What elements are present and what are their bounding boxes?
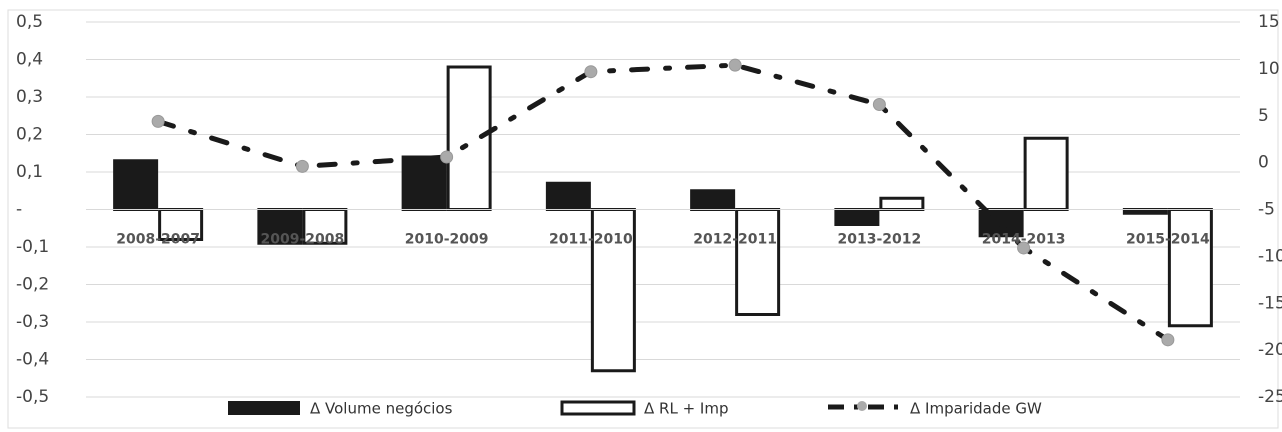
legend: Δ Volume negócios Δ RL + Imp Δ Imparidad… [228,400,1042,418]
y-tick-label: -0,3 [16,312,49,332]
y-tick-label: -0,2 [16,275,49,295]
bar [1167,208,1213,328]
y-tick-label: 0,3 [16,87,43,107]
line-point [728,58,742,72]
grid [86,21,1240,398]
legend-label: Δ Volume negócios [310,400,453,418]
bar [1023,136,1069,211]
y2-tick-label: -25 [1258,387,1282,407]
line-point [1017,241,1031,255]
x-tick-label: 2011-2010 [549,232,633,248]
bar [690,189,736,211]
legend-swatch [560,400,636,416]
y-tick-label: 0,5 [16,12,43,32]
x-tick-label: 2009-2008 [261,232,345,248]
line-point [151,114,165,128]
x-tick-label: 2012-2011 [693,232,777,248]
legend-label: Δ RL + Imp [644,400,728,418]
line [155,62,1171,343]
y-tick-label: 0,2 [16,125,43,145]
bar [545,181,591,211]
y-tick-label: 0,4 [16,50,43,70]
x-tick-label: 2013-2012 [838,232,922,248]
marks [86,58,1240,373]
bar [302,208,348,245]
line-point [295,159,309,173]
y2-tick-label: -5 [1258,200,1275,220]
legend-label: Δ Imparidade GW [910,400,1042,418]
x-tick-label: 2015-2014 [1126,232,1210,248]
y-tick-label: -0,1 [16,237,49,257]
y-tick-label: 0,1 [16,162,43,182]
y-tick-label: - [16,200,22,220]
y2-tick-label: -20 [1258,340,1282,360]
line-point [1161,333,1175,347]
y2-tick-label: 0 [1258,153,1269,173]
bar [879,196,925,211]
line-point [440,150,454,164]
x-tick-label: 2008-2007 [116,232,200,248]
bar [1122,208,1168,215]
y2-tick-label: 5 [1258,106,1269,126]
y2-tick-label: -10 [1258,246,1282,266]
bar [446,65,492,211]
legend-swatch [228,401,300,415]
chart-frame [7,9,1279,429]
line-point [872,98,886,111]
y2-tick-label: 15 [1258,12,1280,32]
bar [834,208,880,226]
line-point [584,65,598,79]
y-tick-label: -0,5 [16,387,49,407]
y-tick-label: -0,4 [16,350,49,370]
legend-swatch [857,401,867,411]
bar [113,159,159,211]
x-tick-label: 2014-2013 [982,232,1066,248]
x-tick-label: 2010-2009 [405,232,489,248]
y2-tick-label: 10 [1258,59,1280,79]
bar [401,155,447,211]
bar [735,208,781,316]
y2-tick-label: -15 [1258,293,1282,313]
